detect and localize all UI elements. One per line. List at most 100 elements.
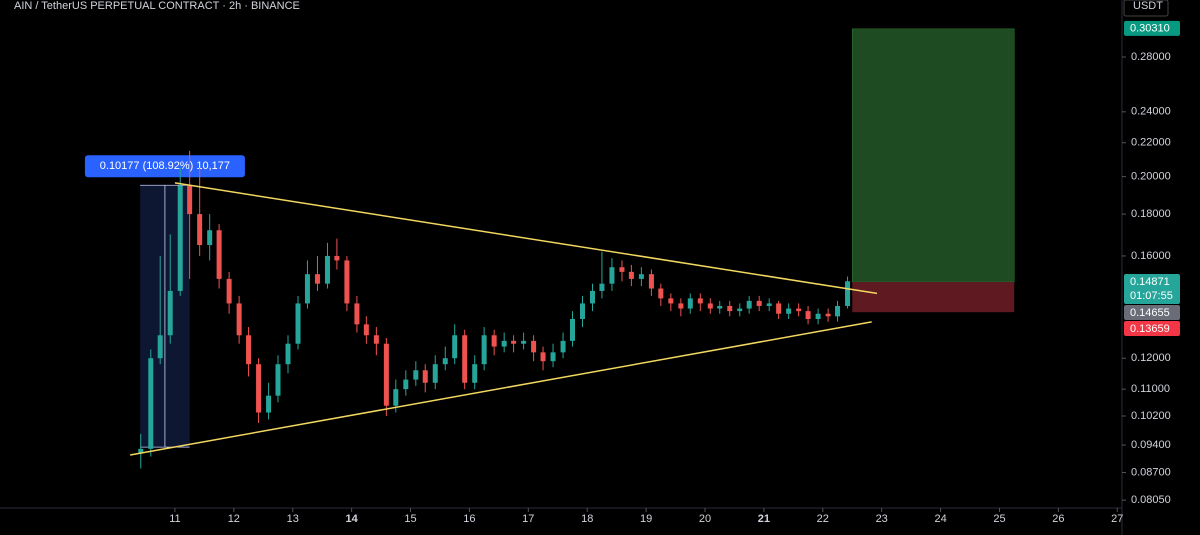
candle-body bbox=[167, 290, 173, 336]
candle-body bbox=[628, 271, 634, 279]
candle-body bbox=[295, 303, 301, 344]
candle-body bbox=[531, 340, 537, 353]
x-tick-label: 26 bbox=[1052, 513, 1064, 525]
candle-body bbox=[609, 267, 615, 284]
candle-body bbox=[393, 389, 399, 406]
candle-body bbox=[246, 335, 252, 365]
x-tick-label: 12 bbox=[228, 513, 240, 525]
candle-body bbox=[363, 324, 369, 336]
x-tick-label: 22 bbox=[817, 513, 829, 525]
x-tick-label: 16 bbox=[463, 513, 475, 525]
candle-body bbox=[256, 364, 262, 413]
candle-body bbox=[373, 335, 379, 344]
price-countdown: 01:07:55 bbox=[1130, 290, 1173, 302]
candle-body bbox=[275, 364, 281, 396]
y-tick-label: 0.18000 bbox=[1131, 208, 1171, 220]
measure-label-box bbox=[84, 155, 245, 178]
y-tick-label: 0.12000 bbox=[1131, 352, 1171, 364]
candle-body bbox=[314, 274, 320, 284]
currency[interactable]: USDT bbox=[1133, 0, 1163, 12]
candle-body bbox=[590, 290, 596, 304]
candle-body bbox=[422, 370, 428, 383]
header-title: AIN / TetherUS PERPETUAL CONTRACT · 2h ·… bbox=[14, 0, 300, 12]
candle-body bbox=[491, 335, 497, 347]
candle-body bbox=[815, 313, 821, 319]
candle-body bbox=[216, 230, 222, 279]
x-tick-label: 11 bbox=[169, 513, 180, 525]
x-tick-label: 24 bbox=[934, 513, 946, 525]
candle-body bbox=[737, 308, 743, 312]
y-tick-label: 0.09400 bbox=[1131, 439, 1171, 451]
candle-body bbox=[226, 278, 232, 304]
x-tick-label: 17 bbox=[522, 513, 534, 525]
x-tick-label: 20 bbox=[699, 513, 711, 525]
x-tick-label: 19 bbox=[640, 513, 652, 525]
y-tick-label: 0.20000 bbox=[1131, 171, 1171, 183]
candle-body bbox=[501, 340, 507, 347]
candle-body bbox=[796, 308, 802, 312]
candle-body bbox=[472, 364, 478, 383]
candle-body bbox=[599, 283, 605, 291]
candle-body bbox=[776, 303, 782, 314]
y-tick-label: 0.08050 bbox=[1131, 494, 1171, 506]
candle-body bbox=[825, 313, 831, 317]
candle-body bbox=[540, 352, 546, 362]
candle-body bbox=[707, 303, 713, 309]
x-tick-label: 18 bbox=[581, 513, 593, 525]
currency-box bbox=[1123, 0, 1169, 17]
target-zone bbox=[851, 28, 1015, 283]
price-tag-label: 0.14655 bbox=[1130, 307, 1170, 319]
candle-body bbox=[786, 308, 792, 314]
stop-zone bbox=[852, 281, 1015, 313]
candle-body bbox=[746, 300, 752, 309]
x-tick-label: 14 bbox=[345, 513, 358, 525]
y-tick-label: 0.22000 bbox=[1131, 137, 1171, 149]
candle-body bbox=[569, 318, 575, 341]
price-tag-label: 0.30310 bbox=[1130, 23, 1170, 35]
candle-body bbox=[766, 303, 772, 306]
price-tag-label: 0.14871 bbox=[1130, 276, 1170, 288]
candle-body bbox=[687, 298, 693, 309]
candle-body bbox=[442, 358, 448, 365]
price-tag bbox=[1124, 320, 1180, 336]
candle-body bbox=[717, 305, 723, 309]
candle-body bbox=[452, 335, 458, 359]
candle-body bbox=[344, 260, 350, 304]
x-tick-label: 13 bbox=[287, 513, 299, 525]
candle-body bbox=[236, 303, 242, 336]
price-tag bbox=[1124, 20, 1180, 36]
y-tick-label: 0.24000 bbox=[1131, 106, 1171, 118]
candle-body bbox=[304, 274, 310, 304]
candle-body bbox=[432, 364, 438, 383]
candle-body bbox=[403, 379, 409, 390]
candle-body bbox=[334, 255, 340, 261]
x-tick-label: 27 bbox=[1111, 513, 1123, 525]
candle-body bbox=[658, 288, 664, 299]
candle-body bbox=[579, 303, 585, 319]
candle-body bbox=[511, 340, 517, 344]
candle-body bbox=[668, 298, 674, 304]
y-tick-label: 0.16000 bbox=[1131, 250, 1171, 262]
candle-body bbox=[835, 305, 841, 317]
candle-body bbox=[138, 448, 144, 453]
candle-body bbox=[805, 311, 811, 319]
candle-body bbox=[648, 274, 654, 289]
price-tag bbox=[1124, 273, 1180, 304]
candle-body bbox=[324, 255, 330, 284]
price-tag-label: 0.13659 bbox=[1130, 323, 1170, 335]
y-tick-label: 0.08700 bbox=[1131, 466, 1171, 478]
candle-body bbox=[619, 267, 625, 272]
candle-body bbox=[462, 335, 468, 383]
candle-body bbox=[481, 335, 487, 365]
candle-body bbox=[266, 395, 272, 413]
trendline bbox=[174, 182, 878, 295]
trendline bbox=[130, 321, 872, 456]
price-tag bbox=[1124, 304, 1180, 320]
candle-body bbox=[560, 340, 566, 353]
candle-body bbox=[197, 214, 203, 246]
x-tick-label: 23 bbox=[876, 513, 888, 525]
candle-body bbox=[157, 335, 163, 359]
candle-body bbox=[727, 305, 733, 312]
candle-body bbox=[354, 303, 360, 325]
candle-body bbox=[177, 185, 183, 291]
